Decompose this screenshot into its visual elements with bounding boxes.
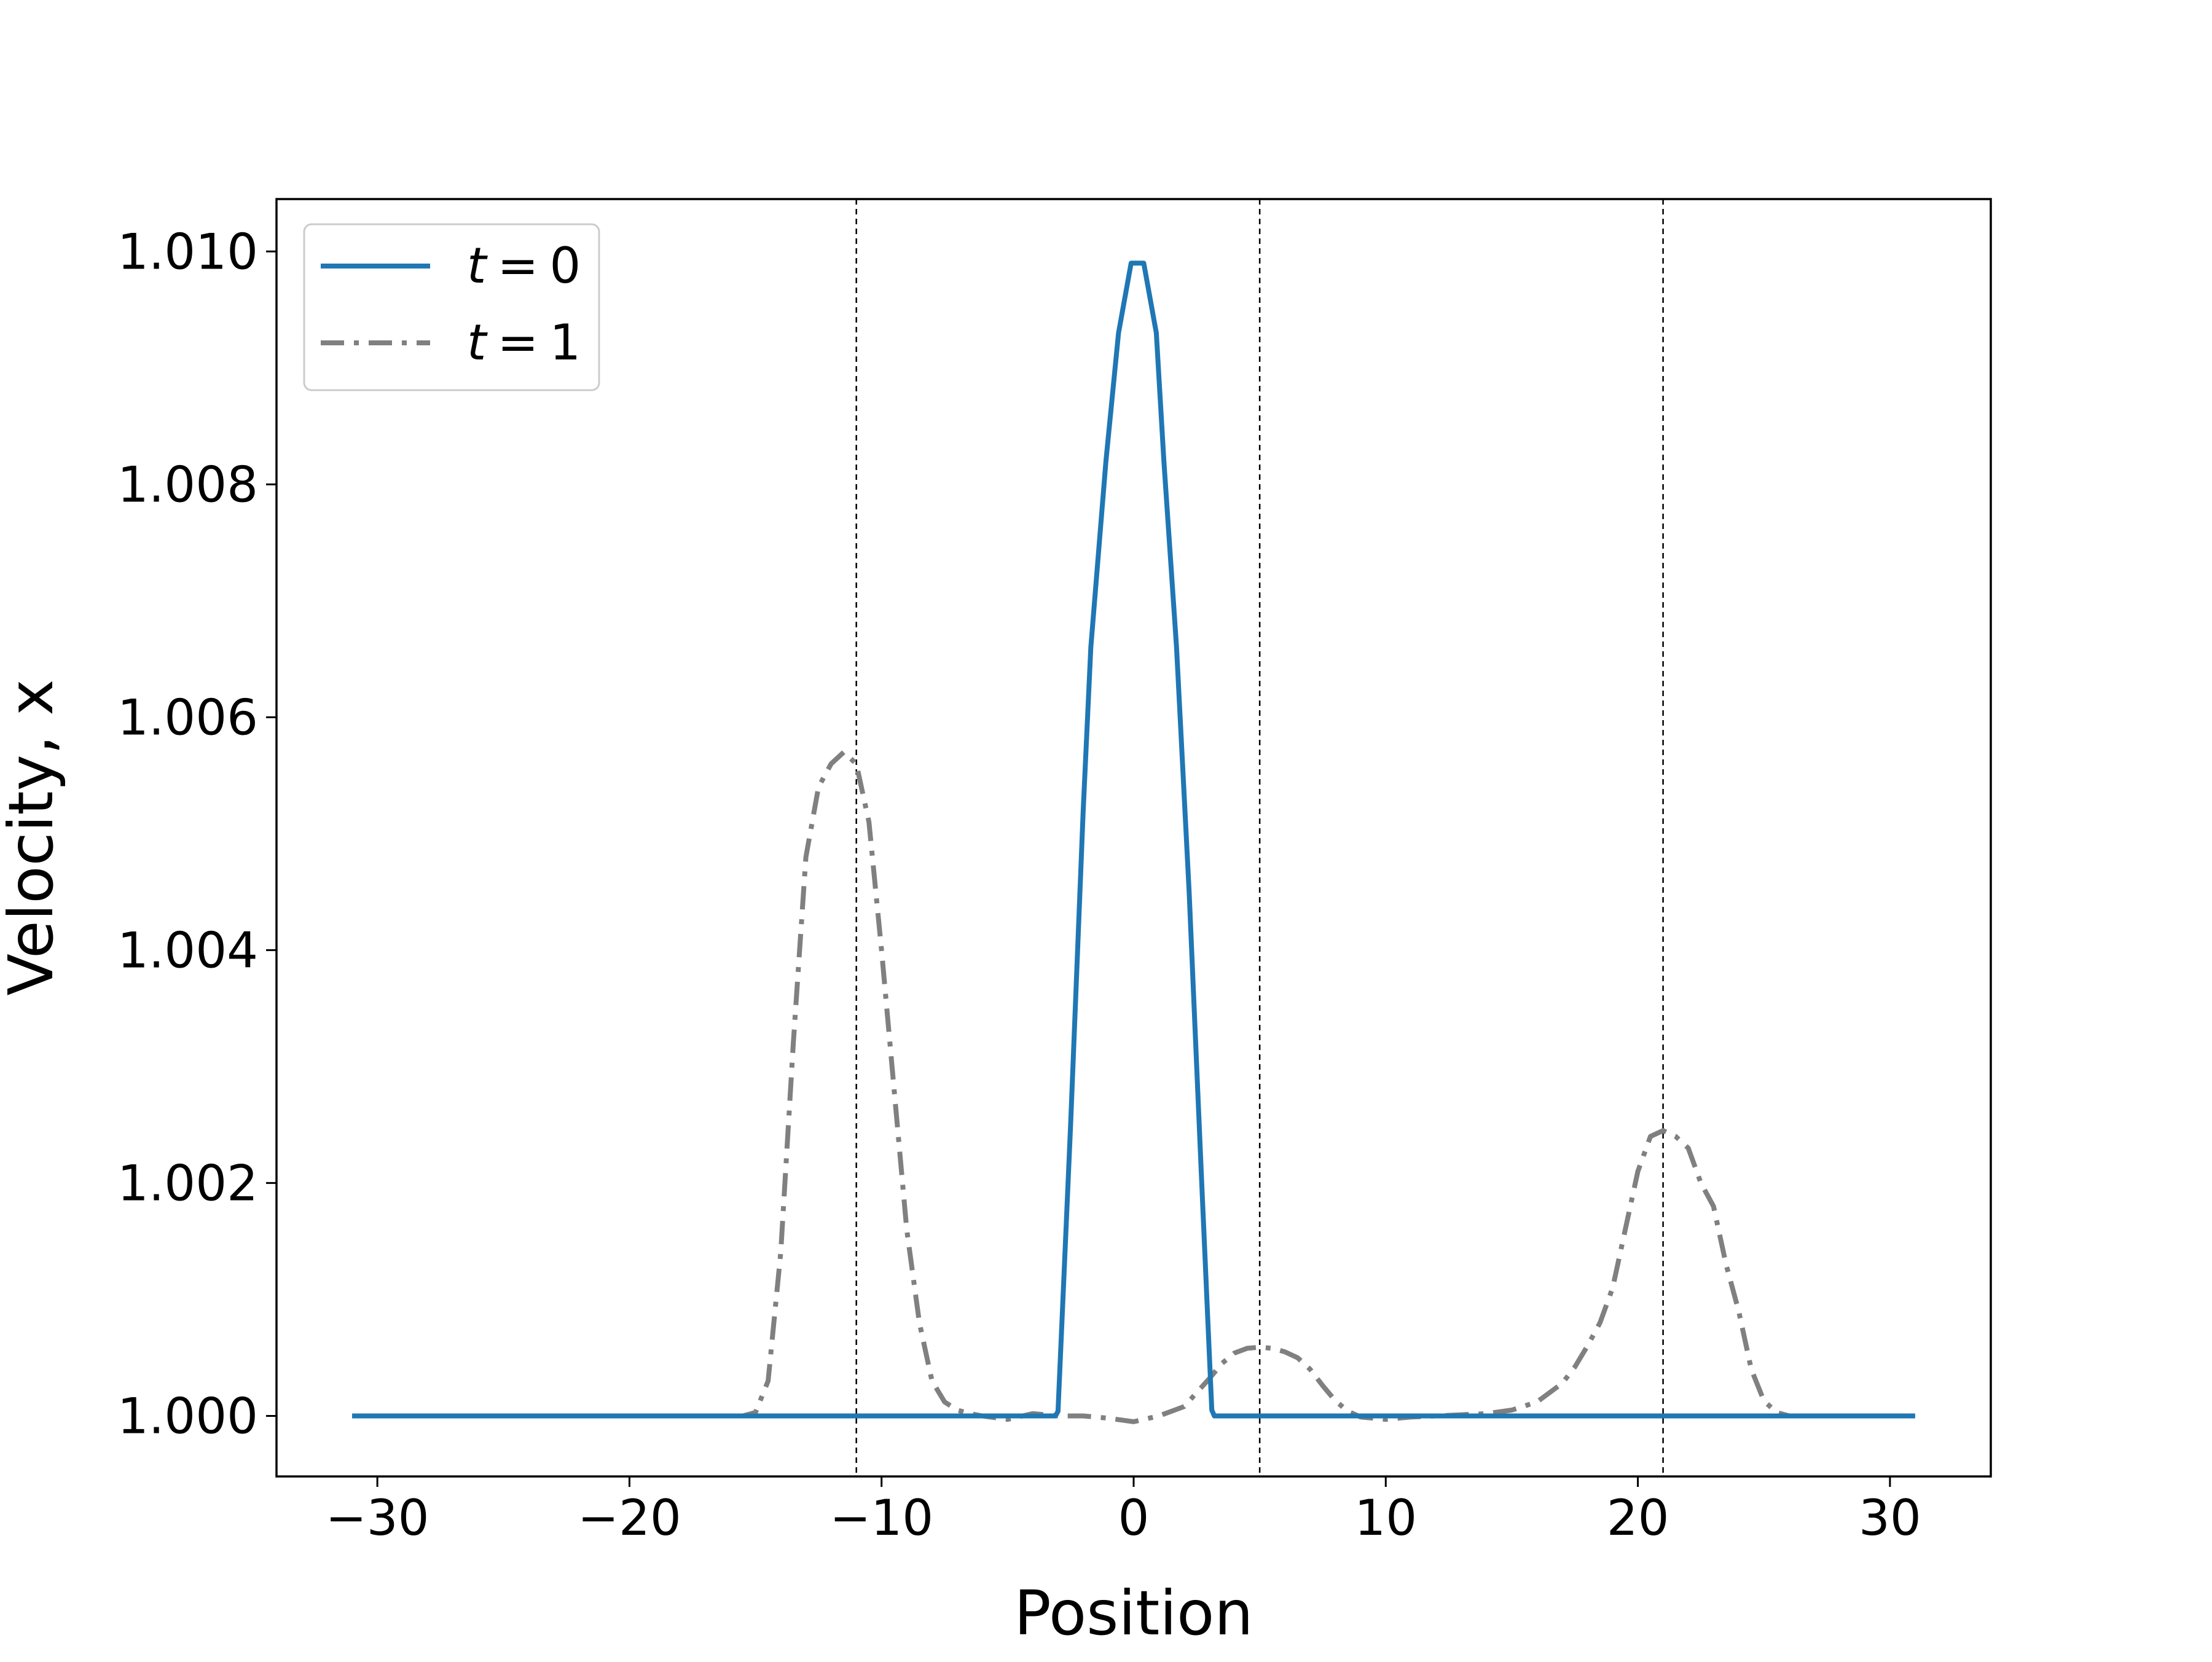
reference-lines bbox=[855, 199, 1664, 1476]
y-tick-label: 1.004 bbox=[117, 922, 258, 979]
x-axis-ticks: −30 −20 −10 0 10 20 30 bbox=[326, 1476, 1921, 1546]
y-tick-label: 1.008 bbox=[117, 456, 258, 513]
y-tick-label: 1.002 bbox=[117, 1154, 258, 1212]
legend: t = 0 t = 1 bbox=[303, 223, 600, 391]
y-axis-label: Velocity, x bbox=[0, 679, 67, 995]
legend-label-t1: t = 1 bbox=[467, 314, 581, 371]
y-axis-ticks: 1.000 1.002 1.004 1.006 1.008 1.010 bbox=[117, 223, 276, 1444]
x-tick-label: −20 bbox=[578, 1489, 681, 1546]
x-tick-label: 10 bbox=[1354, 1489, 1417, 1546]
plot-area bbox=[276, 199, 1991, 1476]
x-tick-label: 20 bbox=[1607, 1489, 1669, 1546]
y-tick-label: 1.010 bbox=[117, 223, 258, 280]
x-tick-label: −10 bbox=[830, 1489, 933, 1546]
series-line-t0 bbox=[352, 261, 1915, 1419]
y-tick-label: 1.000 bbox=[117, 1387, 258, 1444]
y-tick-label: 1.006 bbox=[117, 689, 258, 746]
series-line-t1 bbox=[352, 750, 1915, 1424]
x-tick-label: −30 bbox=[326, 1489, 429, 1546]
x-tick-label: 0 bbox=[1118, 1489, 1150, 1546]
x-axis-label: Position bbox=[1014, 1577, 1253, 1649]
x-tick-label: 30 bbox=[1859, 1489, 1921, 1546]
series-layer bbox=[352, 261, 1915, 1424]
legend-label-t0: t = 0 bbox=[467, 237, 581, 294]
